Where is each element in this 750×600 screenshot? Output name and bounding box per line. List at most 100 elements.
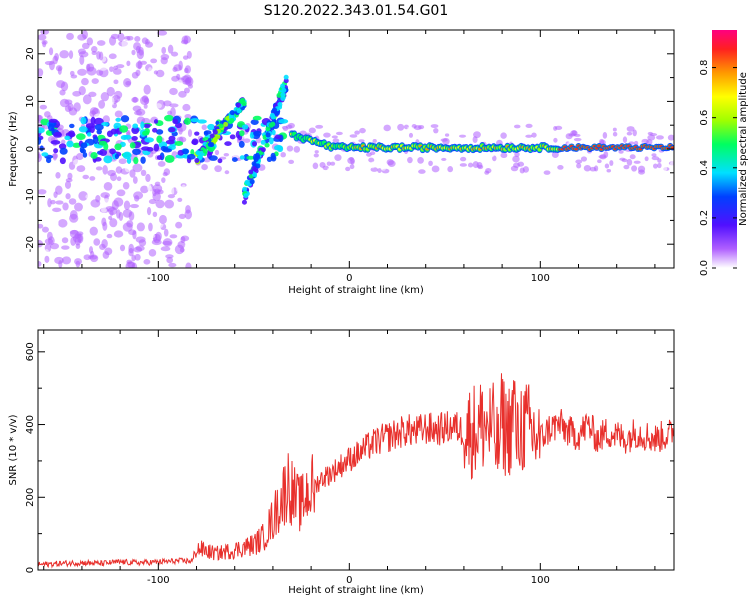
spectrogram-cell — [531, 132, 537, 138]
spectrogram-cell — [164, 199, 174, 209]
snr-plot-area — [38, 373, 674, 569]
spectrogram-cell — [145, 173, 151, 183]
spectrogram-cell — [103, 142, 109, 151]
spectrogram-cell — [444, 133, 450, 137]
spectrogram-cell — [152, 211, 158, 218]
spectrogram-cell — [175, 122, 182, 129]
spectrogram-cell — [612, 127, 617, 132]
spectrogram-cell — [428, 160, 433, 166]
spectrogram-cell — [153, 70, 159, 75]
spectrogram-cell — [377, 168, 382, 174]
spectrogram-cell — [370, 161, 376, 169]
spectrogram-cell — [500, 132, 507, 139]
spectrogram-cell — [114, 143, 122, 151]
spectrogram-cell — [575, 159, 583, 164]
spectrogram-cell — [602, 132, 608, 139]
spectrogram-cell — [179, 247, 185, 253]
spectrogram-cell — [632, 129, 637, 137]
spectrogram-cell — [101, 122, 109, 127]
spectrogram-cell — [418, 169, 426, 174]
spectrogram-cell — [146, 181, 151, 192]
spectrogram-cell — [96, 40, 106, 46]
spectrogram-cell — [81, 77, 89, 86]
spectrogram-cell — [85, 63, 91, 72]
snr-y-tick-label: 600 — [25, 342, 36, 361]
spectrogram-cell — [146, 207, 152, 216]
spectrogram-cell — [96, 50, 101, 60]
spectrogram-x-tick-label: 100 — [531, 273, 550, 284]
spectrogram-cell — [265, 132, 271, 138]
spectrogram-cell — [208, 155, 218, 161]
spectrogram-cell — [131, 135, 138, 141]
spectrogram-ylabel: Frequency (Hz) — [8, 111, 19, 187]
spectrogram-cell — [446, 157, 453, 165]
colorbar-label: Normalized spectral amplitude — [738, 72, 749, 226]
spectrogram-cell — [312, 162, 319, 170]
spectrogram-cell — [85, 194, 93, 200]
spectrogram-cell — [159, 180, 167, 187]
spectrogram-cell — [271, 129, 276, 136]
spectrogram-cell — [82, 174, 90, 180]
spectrogram-cell — [229, 117, 235, 123]
spectrogram-cell — [170, 107, 176, 117]
spectrogram-cell — [164, 154, 175, 163]
spectrogram-cell — [79, 54, 85, 65]
spectrogram-cell — [670, 146, 674, 150]
spectrogram-cell — [182, 148, 189, 155]
spectrogram-cell — [194, 157, 200, 163]
spectrogram-cell — [143, 103, 148, 109]
spectrogram-cell — [117, 32, 125, 42]
spectrogram-cell — [140, 156, 146, 164]
spectrogram-cell — [660, 165, 668, 172]
spectrogram-cell — [207, 123, 215, 131]
spectrogram-cell — [543, 170, 551, 175]
spectrogram-cell — [103, 155, 113, 164]
spectrogram-cell — [650, 127, 657, 132]
spectrogram-cell — [55, 171, 61, 179]
spectrogram-cell — [141, 95, 149, 103]
spectrogram-cell — [239, 155, 245, 160]
spectrogram-cell — [67, 172, 73, 180]
colorbar-axes: 0.0 0.2 0.4 0.6 0.8 — [699, 60, 737, 276]
spectrogram-cell — [88, 91, 97, 97]
spectrogram-cell — [472, 136, 478, 143]
spectrogram-cell — [101, 238, 108, 249]
spectrogram-cell — [102, 115, 110, 124]
spectrogram-cell — [580, 156, 588, 162]
spectrogram-cell — [153, 143, 160, 152]
spectrogram-cell — [122, 222, 133, 232]
snr-x-tick-label: 100 — [531, 575, 550, 586]
snr-frame — [37, 329, 675, 571]
spectrogram-cell — [148, 249, 157, 257]
spectrogram-cell — [76, 165, 86, 173]
colorbar-tick-label: 0.0 — [699, 260, 710, 276]
spectrogram-cell — [604, 163, 610, 169]
spectrogram-cell — [513, 124, 521, 129]
colorbar-gradient — [712, 30, 737, 268]
spectrogram-cell — [268, 122, 274, 128]
spectrogram-cell — [59, 50, 70, 59]
spectrogram-cell — [109, 36, 117, 46]
spectrogram-cell — [133, 42, 142, 51]
spectrogram-cell — [68, 50, 74, 59]
spectrogram-cell — [629, 154, 636, 160]
spectrogram-cell — [64, 135, 71, 141]
spectrogram-cell — [326, 161, 332, 166]
snr-series-line — [38, 373, 674, 569]
spectrogram-cell — [174, 140, 184, 146]
spectrogram-cell — [433, 127, 439, 134]
spectrogram-cell — [165, 254, 174, 259]
spectrogram-cell — [609, 160, 614, 166]
spectrogram-cell — [622, 136, 628, 143]
spectrogram-cell — [124, 165, 131, 173]
spectrogram-cell — [184, 243, 194, 249]
spectrogram-cell — [44, 249, 50, 256]
colorbar-tick-label: 0.4 — [699, 160, 710, 176]
spectrogram-cell — [133, 156, 139, 165]
spectrogram-cell — [407, 156, 413, 164]
spectrogram-cell — [145, 41, 154, 48]
spectrogram-cell — [168, 127, 176, 133]
spectrogram-cell — [647, 134, 656, 141]
spectrogram-cell — [383, 124, 391, 132]
